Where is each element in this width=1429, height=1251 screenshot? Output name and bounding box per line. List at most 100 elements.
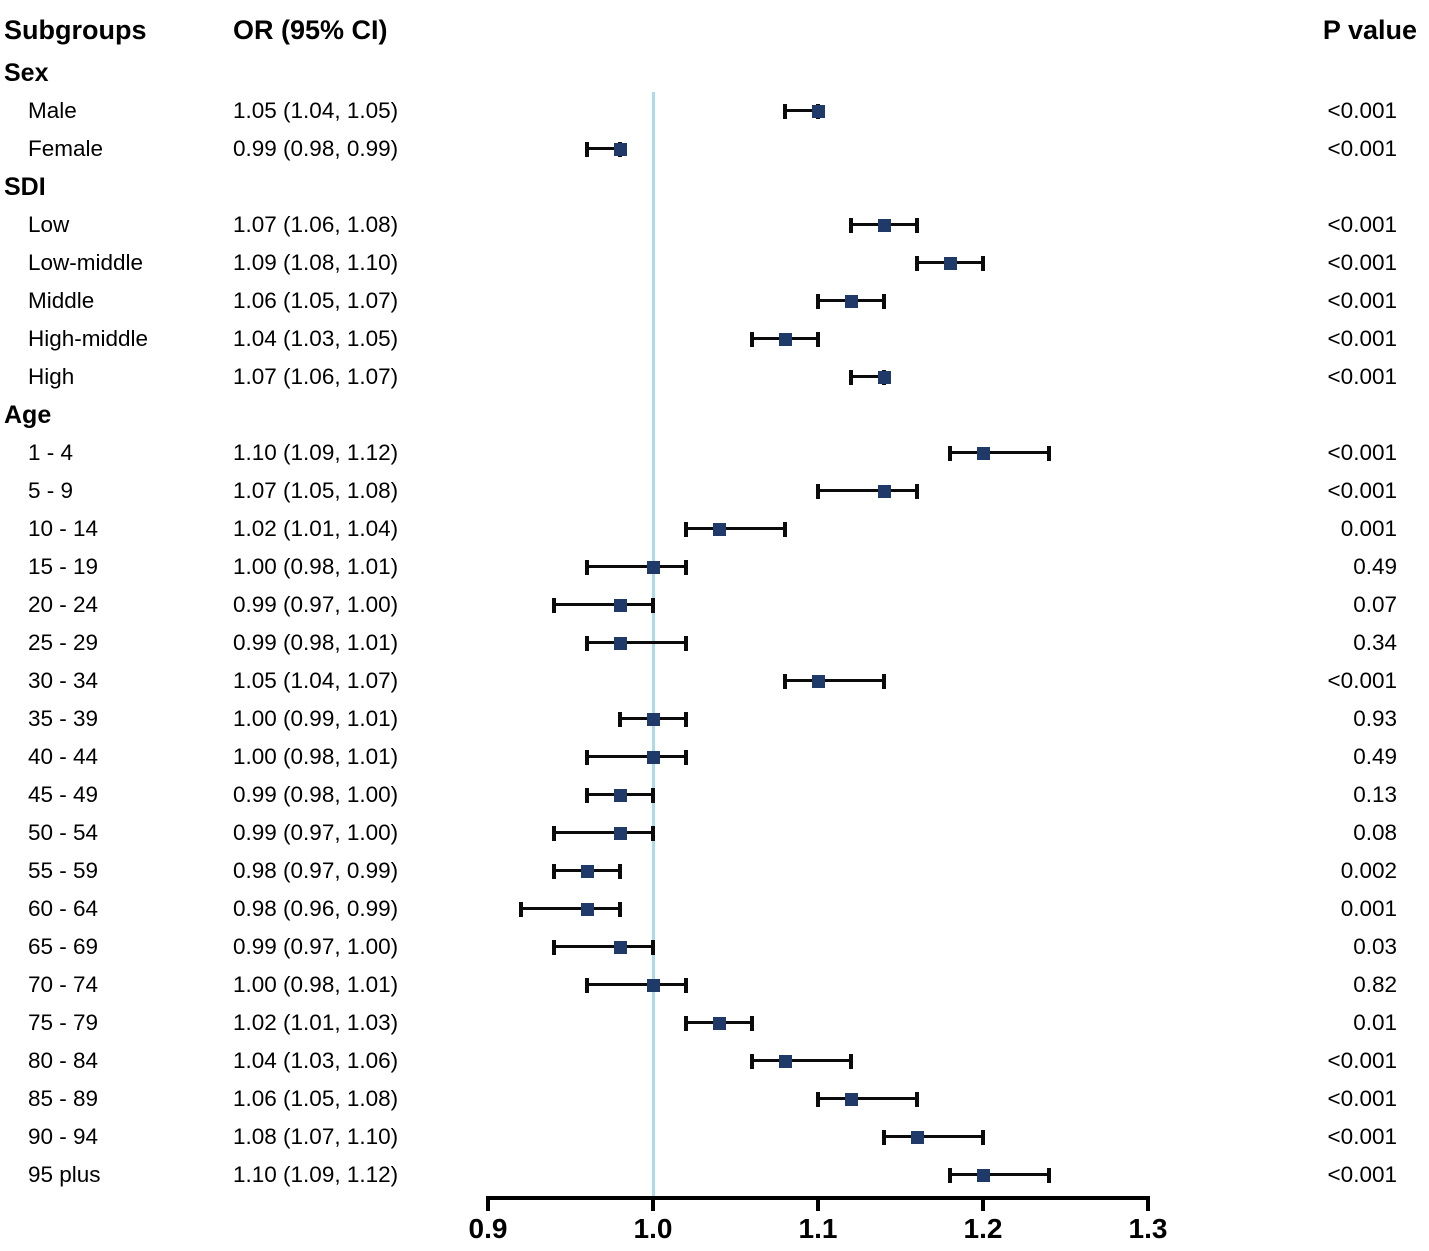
x-axis-tick (1146, 1196, 1150, 1211)
or-ci-value: 1.07 (1.06, 1.08) (233, 212, 399, 237)
subgroup-row: High-middle 1.04 (1.03, 1.05) <0.001 (0, 320, 1429, 358)
subgroup-row: 45 - 49 0.99 (0.98, 1.00) 0.13 (0, 776, 1429, 814)
or-ci-value: 1.00 (0.98, 1.01) (233, 744, 399, 769)
section-row: Age (0, 396, 1429, 434)
p-value: 0.93 (1353, 706, 1397, 731)
subgroup-row: 15 - 19 1.00 (0.98, 1.01) 0.49 (0, 548, 1429, 586)
or-marker (811, 674, 825, 688)
p-value: 0.34 (1353, 630, 1397, 655)
p-value: 0.001 (1340, 516, 1397, 541)
ci-cap-low (618, 711, 622, 727)
subgroup-row: Low 1.07 (1.06, 1.08) <0.001 (0, 206, 1429, 244)
p-value: <0.001 (1327, 1048, 1397, 1073)
ci-cap-low (816, 293, 820, 309)
row-label: Low (28, 212, 70, 237)
ci-cap-high (651, 787, 655, 803)
or-marker (712, 522, 726, 536)
subgroup-row: 85 - 89 1.06 (1.05, 1.08) <0.001 (0, 1080, 1429, 1118)
subgroup-row: 65 - 69 0.99 (0.97, 1.00) 0.03 (0, 928, 1429, 966)
or-marker (646, 560, 660, 574)
row-label: High-middle (28, 326, 149, 351)
subgroup-row: 80 - 84 1.04 (1.03, 1.06) <0.001 (0, 1042, 1429, 1080)
section-row: SDI (0, 168, 1429, 206)
or-marker (613, 826, 627, 840)
row-label: Female (28, 136, 104, 161)
p-value: 0.03 (1353, 934, 1397, 959)
row-label: Low-middle (28, 250, 144, 275)
p-value: 0.002 (1340, 858, 1397, 883)
or-ci-value: 1.00 (0.98, 1.01) (233, 972, 399, 997)
subgroup-row: Male 1.05 (1.04, 1.05) <0.001 (0, 92, 1429, 130)
x-axis-tick (816, 1196, 820, 1211)
subgroup-row: 60 - 64 0.98 (0.96, 0.99) 0.001 (0, 890, 1429, 928)
ci-cap-high (915, 217, 919, 233)
row-label: 65 - 69 (28, 934, 99, 959)
subgroup-row: 50 - 54 0.99 (0.97, 1.00) 0.08 (0, 814, 1429, 852)
p-value: <0.001 (1327, 1124, 1397, 1149)
or-ci-value: 1.00 (0.99, 1.01) (233, 706, 399, 731)
subgroup-row: Female 0.99 (0.98, 0.99) <0.001 (0, 130, 1429, 168)
ci-cap-high (684, 559, 688, 575)
p-value: <0.001 (1327, 326, 1397, 351)
or-ci-value: 1.09 (1.08, 1.10) (233, 250, 399, 275)
ci-cap-high (684, 711, 688, 727)
ci-cap-high (750, 1015, 754, 1031)
or-marker (844, 1092, 858, 1106)
ci-cap-low (882, 1129, 886, 1145)
ci-cap-low (816, 483, 820, 499)
ci-cap-low (783, 103, 787, 119)
or-ci-value: 1.02 (1.01, 1.04) (233, 516, 399, 541)
ci-cap-low (915, 255, 919, 271)
p-value: <0.001 (1327, 668, 1397, 693)
ci-cap-low (816, 1091, 820, 1107)
x-axis-tick-label: 1.0 (633, 1213, 673, 1244)
ci-cap-low (948, 1167, 952, 1183)
or-marker (646, 750, 660, 764)
ci-cap-low (783, 673, 787, 689)
ci-whisker (950, 451, 1049, 454)
x-axis-tick-label: 1.3 (1128, 1213, 1168, 1244)
ci-whisker (752, 1059, 851, 1062)
or-marker (613, 940, 627, 954)
p-value: <0.001 (1327, 440, 1397, 465)
subgroup-row: 75 - 79 1.02 (1.01, 1.03) 0.01 (0, 1004, 1429, 1042)
x-axis-tick (651, 1196, 655, 1211)
or-ci-value: 0.99 (0.98, 0.99) (233, 136, 399, 161)
ci-whisker (818, 489, 917, 492)
ci-whisker (554, 603, 653, 606)
ci-cap-high (981, 1129, 985, 1145)
or-ci-value: 1.07 (1.06, 1.07) (233, 364, 399, 389)
or-marker (646, 712, 660, 726)
or-marker (943, 256, 957, 270)
or-marker (811, 104, 825, 118)
or-ci-value: 0.99 (0.98, 1.00) (233, 782, 399, 807)
column-header-or-ci: OR (95% CI) (233, 15, 388, 45)
subgroup-row: 5 - 9 1.07 (1.05, 1.08) <0.001 (0, 472, 1429, 510)
or-ci-value: 0.99 (0.98, 1.01) (233, 630, 399, 655)
or-ci-value: 1.07 (1.05, 1.08) (233, 478, 399, 503)
row-label: 5 - 9 (28, 478, 74, 503)
p-value: <0.001 (1327, 250, 1397, 275)
p-value: <0.001 (1327, 288, 1397, 313)
ci-cap-high (1047, 445, 1051, 461)
or-marker (613, 142, 627, 156)
ci-cap-high (981, 255, 985, 271)
row-label: 45 - 49 (28, 782, 99, 807)
subgroup-row: 55 - 59 0.98 (0.97, 0.99) 0.002 (0, 852, 1429, 890)
ci-cap-high (849, 1053, 853, 1069)
ci-whisker (587, 983, 686, 986)
row-label: 80 - 84 (28, 1048, 99, 1073)
ci-cap-high (651, 939, 655, 955)
or-ci-value: 1.00 (0.98, 1.01) (233, 554, 399, 579)
subgroup-row: 10 - 14 1.02 (1.01, 1.04) 0.001 (0, 510, 1429, 548)
ci-cap-low (585, 977, 589, 993)
row-label: 1 - 4 (28, 440, 74, 465)
ci-cap-low (849, 217, 853, 233)
p-value: 0.01 (1353, 1010, 1397, 1035)
section-label: Sex (4, 59, 49, 87)
or-marker (877, 218, 891, 232)
or-ci-value: 1.08 (1.07, 1.10) (233, 1124, 399, 1149)
ci-cap-high (915, 1091, 919, 1107)
or-ci-value: 0.99 (0.97, 1.00) (233, 934, 399, 959)
